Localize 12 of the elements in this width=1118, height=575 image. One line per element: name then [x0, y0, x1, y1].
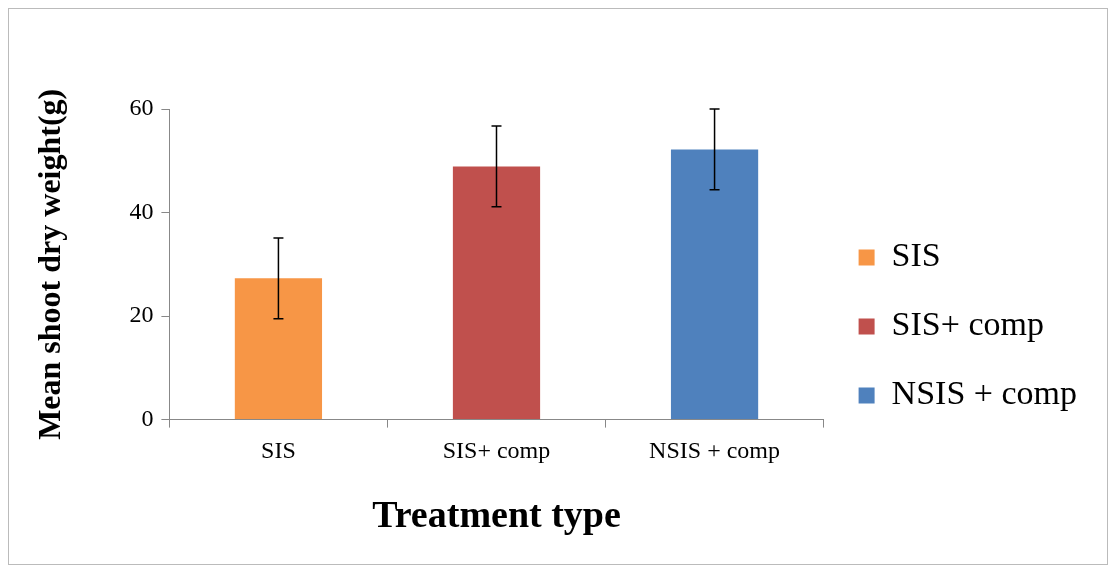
x-axis-title: Treatment type [372, 493, 621, 536]
y-tick-label: 0 [141, 404, 154, 431]
legend-label: SIS [891, 236, 941, 274]
x-tick-label: SIS [261, 437, 296, 464]
y-axis-title: Mean shoot dry weight(g) [31, 88, 68, 440]
y-tick-label: 20 [129, 301, 154, 328]
y-tick-label: 40 [129, 197, 154, 224]
legend-label: NSIS + comp [891, 374, 1077, 412]
legend-label: SIS+ comp [891, 305, 1044, 343]
x-tick-label: SIS+ comp [442, 437, 551, 464]
x-tick-label: NSIS + comp [649, 437, 780, 464]
y-tick-label: 60 [129, 94, 154, 121]
